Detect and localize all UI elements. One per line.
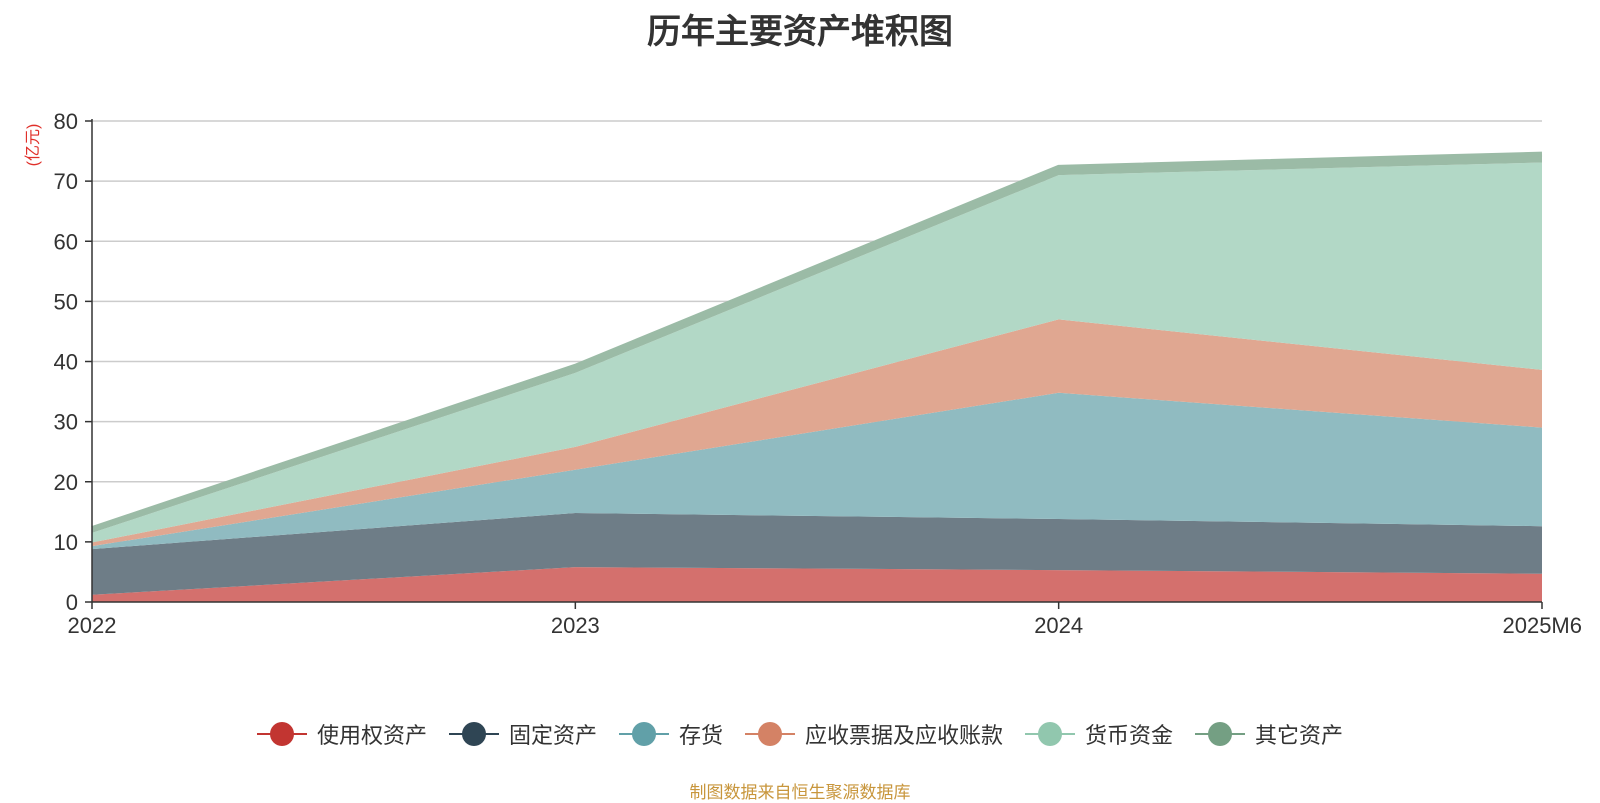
legend-marker-icon: [745, 722, 795, 746]
legend-label: 货币资金: [1085, 724, 1174, 749]
legend-marker-icon: [1025, 722, 1076, 746]
legend-label: 存货: [678, 724, 723, 749]
area-series-5-edge: [91, 151, 1543, 531]
data-source-note: 制图数据来自恒生聚源数据库: [689, 783, 911, 803]
x-tick-label: 2022: [68, 613, 117, 638]
y-tick-label: 30: [54, 410, 78, 435]
y-tick-label: 10: [54, 530, 78, 555]
legend-item[interactable]: 固定资产: [448, 718, 597, 750]
legend-marker-icon: [256, 722, 307, 746]
area-series-3: [92, 319, 1542, 547]
y-axis-unit-label: (亿元): [24, 124, 42, 167]
x-tick-label: 2025M6: [1502, 613, 1582, 638]
legend-marker-icon: [618, 722, 669, 746]
x-tick-label: 2023: [551, 613, 600, 638]
x-tick-label: 2024: [1034, 613, 1083, 638]
legend-marker-icon: [1195, 722, 1246, 746]
legend-label: 使用权资产: [316, 724, 427, 749]
axes: 0 10 20 30 40 50 60 70 80 2022 2023 2024 2025M6: [54, 109, 1582, 638]
legend-label: 其它资产: [1255, 724, 1344, 749]
legend-label: 应收票据及应收账款: [805, 724, 1004, 749]
area-series-0: [92, 567, 1542, 602]
legend-item[interactable]: 其它资产: [1195, 718, 1343, 750]
legend-item[interactable]: 货币资金: [1025, 718, 1173, 750]
legend-item[interactable]: 使用权资产: [256, 718, 427, 750]
area-series-1: [92, 513, 1542, 595]
y-tick-label: 80: [54, 109, 78, 134]
legend-marker-icon: [448, 722, 499, 746]
y-tick-label: 70: [54, 169, 78, 194]
y-tick-label: 50: [54, 289, 78, 314]
legend-label: 固定资产: [508, 724, 597, 749]
legend-item[interactable]: 存货: [618, 718, 723, 750]
chart-legend: 使用权资产 固定资产 存货 应收票据及应收账款 货币资金 其它资产: [0, 718, 1600, 750]
y-tick-label: 40: [54, 350, 78, 375]
area-series-4: [92, 162, 1542, 543]
y-tick-label: 0: [66, 590, 78, 615]
stacked-areas: [91, 151, 1543, 602]
area-series-2: [92, 392, 1542, 550]
y-tick-label: 60: [54, 229, 78, 254]
legend-item[interactable]: 应收票据及应收账款: [745, 718, 1003, 750]
y-tick-label: 20: [54, 470, 78, 495]
chart-title: 历年主要资产堆积图: [647, 12, 953, 52]
